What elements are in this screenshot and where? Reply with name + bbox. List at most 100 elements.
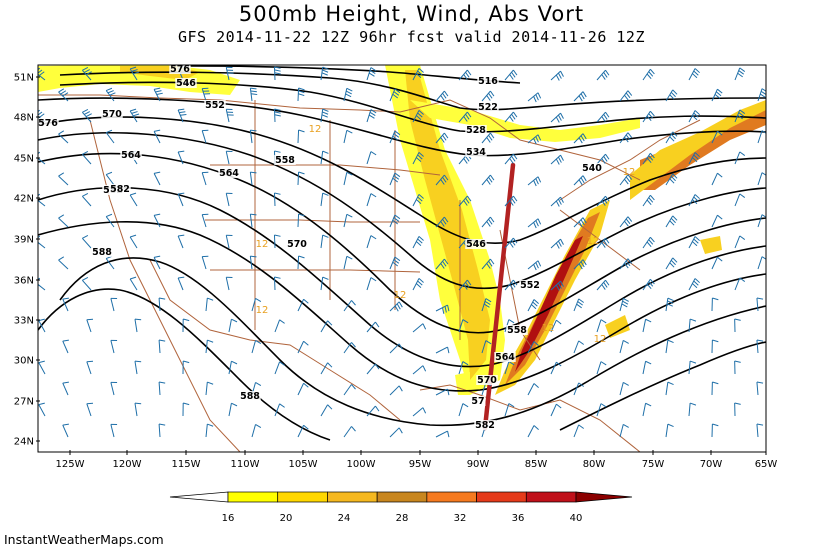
contour-label: 522	[478, 102, 498, 113]
wind-barb	[527, 299, 539, 312]
longitude-ticks: 125W 120W 115W 110W 105W 100W 95W 90W 85W 80W 75W 7…	[56, 450, 777, 470]
wind-barb	[389, 88, 401, 102]
wind-barb	[573, 298, 585, 312]
wind-barb	[177, 234, 185, 249]
contour-label-bg	[175, 78, 197, 88]
vorticity-label: 12	[594, 334, 607, 345]
wind-barb	[504, 111, 518, 123]
wind-barb	[110, 423, 118, 438]
wind-barb	[205, 297, 214, 312]
contour-label: 570	[477, 375, 497, 386]
wind-barb	[389, 256, 401, 270]
wind-barb	[182, 318, 190, 333]
wind-barb	[711, 423, 719, 438]
colorbar-segment	[327, 491, 378, 503]
contour-label: 516	[478, 76, 498, 87]
contour-label-bg	[274, 155, 296, 165]
colorbar-segment	[277, 491, 328, 503]
wind-barb	[343, 129, 353, 144]
vorticity-label: 12	[394, 290, 407, 301]
wind-barb	[273, 108, 281, 123]
wind-barb	[201, 255, 209, 270]
lon-tick-label: 125W	[56, 459, 85, 470]
contour-label: 588	[240, 391, 260, 402]
wind-barb	[734, 67, 746, 81]
wind-barb	[134, 402, 142, 417]
wind-barb	[343, 426, 356, 438]
wind-barb	[527, 218, 542, 229]
wind-barb	[412, 407, 427, 417]
wind-barb	[110, 297, 118, 312]
wind-barb	[343, 342, 356, 354]
map-subtitle: GFS 2014-11-22 12Z 96hr fcst valid 2014-…	[177, 28, 645, 46]
contour-label-bg	[474, 420, 496, 430]
wind-barb	[81, 235, 92, 249]
wind-barb	[458, 69, 472, 81]
wind-barb	[366, 235, 377, 249]
contour-label-bg	[465, 239, 487, 249]
wind-barb	[481, 90, 495, 102]
wind-barb	[38, 193, 46, 207]
wind-barb	[153, 171, 161, 186]
wind-barb	[153, 255, 161, 270]
contour-label-bg	[477, 76, 499, 86]
contour-label: 546	[176, 78, 196, 89]
vorticity-label: 12	[309, 124, 322, 135]
wind-barb	[756, 297, 764, 312]
wind-barb	[504, 195, 518, 207]
wind-barb	[734, 277, 746, 291]
wind-barb	[297, 171, 305, 186]
wind-barb	[343, 384, 356, 396]
wind-barb	[62, 339, 69, 354]
wind-barb	[158, 381, 166, 396]
wind-barb	[366, 363, 380, 375]
wind-barb	[711, 130, 723, 144]
wind-barb	[158, 339, 166, 354]
colorbar-segment	[476, 491, 527, 503]
colorbar-label: 20	[280, 513, 293, 524]
wind-barb	[711, 172, 723, 186]
wind-barb	[458, 279, 472, 291]
wind-barb	[734, 360, 741, 375]
wind-barb	[642, 110, 655, 123]
wind-barb	[366, 405, 380, 417]
wind-barb	[435, 216, 449, 228]
wind-barb	[688, 194, 700, 207]
colorbar-label: 36	[512, 513, 525, 524]
wind-barb	[665, 131, 678, 144]
colorbar-label: 40	[570, 513, 583, 524]
wind-barb	[105, 87, 116, 102]
contour-label: 588	[92, 247, 112, 258]
wind-barb	[251, 298, 262, 312]
lat-tick-label: 39N	[14, 235, 34, 246]
contour-label-bg	[101, 109, 123, 119]
wind-barb	[550, 361, 562, 375]
wind-barb	[201, 171, 209, 186]
wind-barb	[129, 276, 138, 291]
wind-barb	[527, 341, 539, 354]
wind-barb	[38, 235, 46, 249]
contour-label: 57	[471, 396, 484, 407]
wind-barb	[619, 381, 629, 396]
wind-barb	[688, 236, 700, 249]
wind-barb	[228, 318, 238, 333]
wind-barb	[734, 402, 741, 417]
wind-barb	[504, 69, 518, 81]
wind-barb	[550, 196, 564, 207]
contour-label-bg	[519, 280, 541, 290]
lon-tick-label: 115W	[172, 459, 201, 470]
contour-label-bg	[476, 375, 498, 385]
contour-label-bg	[465, 147, 487, 157]
wind-barb	[110, 339, 118, 354]
colorbar-segment	[376, 491, 428, 503]
colorbar-label: 28	[396, 513, 409, 524]
wind-barb	[527, 260, 542, 271]
vort-band-north	[410, 100, 640, 142]
wind-barb	[665, 339, 674, 354]
wind-barb	[550, 319, 562, 333]
lon-tick-label: 90W	[467, 459, 490, 470]
wind-barb	[711, 339, 719, 354]
wind-barb	[619, 423, 629, 438]
wind-barb	[366, 277, 377, 291]
wind-barb	[596, 237, 610, 249]
